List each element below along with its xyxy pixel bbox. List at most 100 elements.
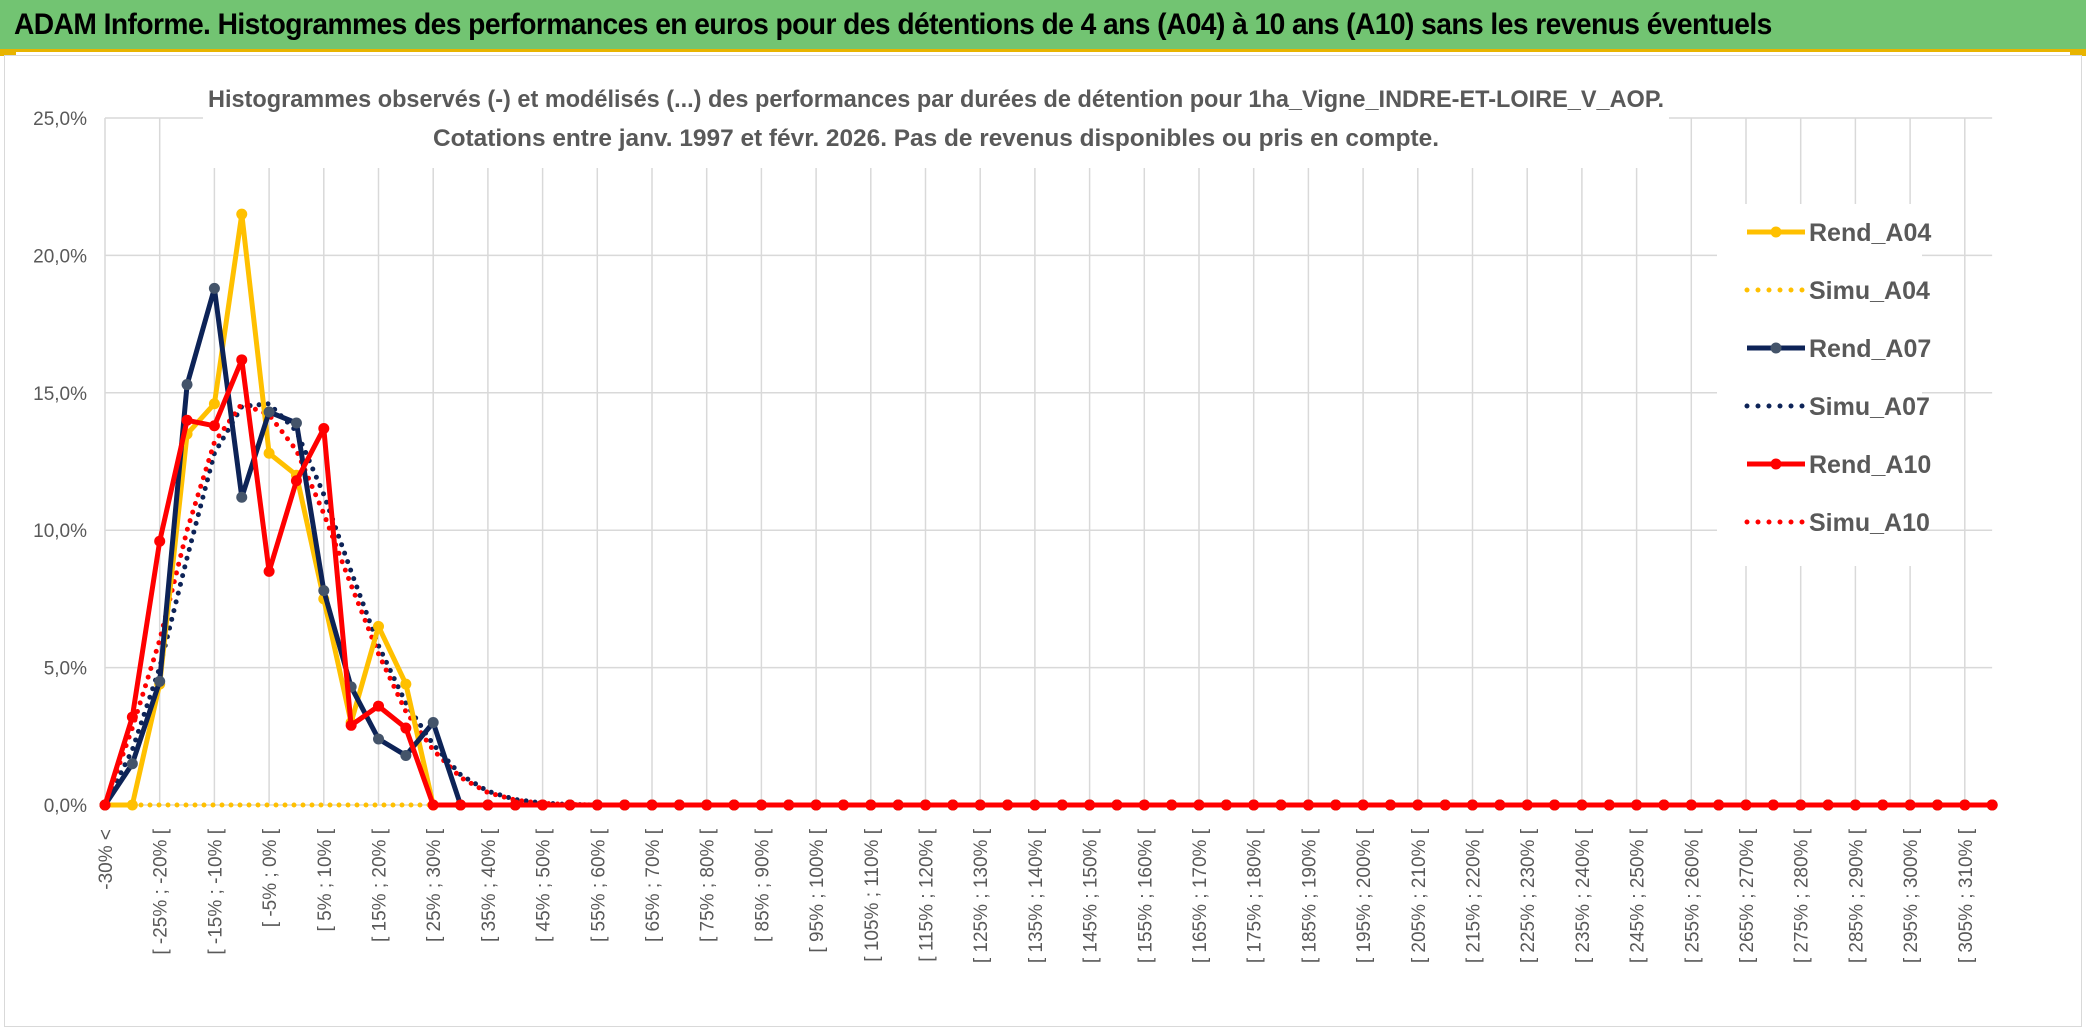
series-line-rend_a10 <box>102 357 1995 808</box>
data-point-rend_a10 <box>920 799 931 811</box>
title-background <box>203 80 1669 168</box>
x-tick-label: [ 75% ; 80% [ <box>698 828 719 942</box>
legend-marker <box>1770 226 1782 238</box>
data-point-rend_a10 <box>537 799 549 811</box>
data-point-rend_a10 <box>126 711 138 723</box>
data-point-rend_a10 <box>400 722 412 734</box>
data-point-rend_a07 <box>236 491 248 503</box>
data-point-rend_a10 <box>673 799 685 811</box>
legend: Rend_A04 Simu_A04 Rend_A07 Simu_A07 Rend_A10… <box>1717 204 1931 566</box>
data-point-rend_a10 <box>1029 799 1041 811</box>
data-point-rend_a10 <box>646 799 658 811</box>
x-tick-label: [ 5% ; 10% [ <box>315 828 336 931</box>
x-tick-label: [ 275% ; 280% [ <box>1792 828 1813 963</box>
data-point-rend_a10 <box>564 799 576 811</box>
legend-marker <box>1770 458 1782 470</box>
x-tick-label: [ 115% ; 120% [ <box>917 828 938 961</box>
data-point-rend_a10 <box>701 799 713 811</box>
data-point-rend_a10 <box>974 799 986 811</box>
data-point-rend_a10 <box>1494 799 1506 811</box>
x-tick-label: [ -5% ; 0% [ <box>260 828 281 927</box>
data-point-rend_a10 <box>591 799 603 811</box>
data-point-rend_a10 <box>728 799 740 811</box>
data-point-rend_a10 <box>1412 799 1424 811</box>
histogram-chart: 0,0% 5,0% 10,0% 15,0% 20,0% 25,0% -30% < [ -25… <box>33 80 1998 963</box>
chart-title: Histogrammes observés (-) et modélisés (… <box>208 86 1664 113</box>
data-point-rend_a07 <box>427 717 439 729</box>
x-tick-label: [ 65% ; 70% [ <box>643 828 664 942</box>
data-point-rend_a10 <box>837 799 849 811</box>
x-tick-label: [ 145% ; 150% [ <box>1081 828 1102 963</box>
x-tick-label: [ 215% ; 220% [ <box>1464 828 1485 963</box>
y-tick-label: 0,0% <box>44 796 87 817</box>
x-tick-label: [ 135% ; 140% [ <box>1026 828 1047 963</box>
page-title: ADAM Informe. Histogrammes des performan… <box>14 8 1772 41</box>
legend-label: Rend_A04 <box>1809 219 1931 247</box>
x-tick-label: [ -25% ; -20% [ <box>151 828 172 954</box>
data-point-rend_a07 <box>318 585 330 597</box>
data-point-rend_a10 <box>865 799 877 811</box>
data-point-rend_a04 <box>373 620 384 632</box>
x-tick-label: [ 95% ; 100% [ <box>807 828 828 952</box>
data-point-rend_a10 <box>1767 799 1779 811</box>
data-point-rend_a10 <box>208 420 220 432</box>
data-point-rend_a04 <box>208 398 220 410</box>
data-point-rend_a10 <box>1275 799 1287 811</box>
x-tick-label: [ 85% ; 90% [ <box>752 828 773 942</box>
data-point-rend_a10 <box>509 799 521 811</box>
x-tick-label: [ 195% ; 200% [ <box>1354 828 1375 963</box>
x-tick-label: [ 225% ; 230% [ <box>1518 828 1539 963</box>
data-point-rend_a04 <box>126 799 138 811</box>
data-point-rend_a10 <box>1576 799 1588 811</box>
x-tick-label: [ 305% ; 310% [ <box>1956 828 1977 963</box>
data-point-rend_a10 <box>1822 799 1834 811</box>
data-point-rend_a10 <box>1056 799 1068 811</box>
data-point-rend_a10 <box>373 700 384 712</box>
data-point-rend_a07 <box>126 758 138 770</box>
data-point-rend_a04 <box>236 208 248 220</box>
data-point-rend_a10 <box>1959 799 1971 811</box>
data-point-rend_a10 <box>154 535 166 547</box>
legend-label: Rend_A07 <box>1809 335 1931 363</box>
corner-accent-left <box>0 52 16 56</box>
x-tick-label: [ 165% ; 170% [ <box>1190 828 1211 963</box>
series-lines <box>99 208 1998 811</box>
data-point-rend_a10 <box>783 799 795 811</box>
data-point-rend_a10 <box>1795 799 1807 811</box>
y-tick-label: 25,0% <box>33 109 87 130</box>
x-tick-label: -30% < <box>96 829 117 890</box>
x-tick-label: [ 55% ; 60% [ <box>588 828 609 942</box>
x-tick-label: [ 295% ; 300% [ <box>1901 828 1922 963</box>
y-tick-label: 5,0% <box>44 659 87 680</box>
data-point-rend_a10 <box>1357 799 1369 811</box>
x-tick-label: [ 35% ; 40% [ <box>479 828 500 942</box>
data-point-rend_a10 <box>1685 799 1697 811</box>
x-tick-label: [ 205% ; 210% [ <box>1409 828 1430 963</box>
data-point-rend_a10 <box>1330 799 1342 811</box>
x-axis-labels: -30% < [ -25% ; -20% [[ -15% ; -10% [[ -5… <box>96 828 1977 963</box>
x-tick-label: [ 245% ; 250% [ <box>1628 828 1649 963</box>
data-point-rend_a10 <box>755 799 767 811</box>
data-point-rend_a07 <box>290 417 302 429</box>
data-point-rend_a10 <box>1658 799 1670 811</box>
data-point-rend_a10 <box>810 799 822 811</box>
data-point-rend_a10 <box>1631 799 1643 811</box>
data-point-rend_a10 <box>1603 799 1615 811</box>
data-point-rend_a04 <box>263 447 275 459</box>
data-point-rend_a10 <box>318 423 330 435</box>
legend-marker <box>1770 342 1782 354</box>
series-line-simu_a10 <box>102 401 1995 808</box>
legend-label: Simu_A07 <box>1809 393 1930 421</box>
data-point-rend_a10 <box>1166 799 1178 811</box>
data-point-rend_a10 <box>263 565 275 577</box>
data-point-rend_a10 <box>455 799 467 811</box>
data-point-rend_a10 <box>1904 799 1916 811</box>
data-point-rend_a07 <box>181 379 193 391</box>
data-point-rend_a10 <box>482 799 494 811</box>
corner-accent-right <box>2070 52 2086 56</box>
data-point-rend_a10 <box>947 799 959 811</box>
data-point-rend_a10 <box>1248 799 1260 811</box>
data-point-rend_a10 <box>427 799 439 811</box>
data-point-rend_a10 <box>1549 799 1561 811</box>
x-tick-label: [ 155% ; 160% [ <box>1135 828 1156 963</box>
